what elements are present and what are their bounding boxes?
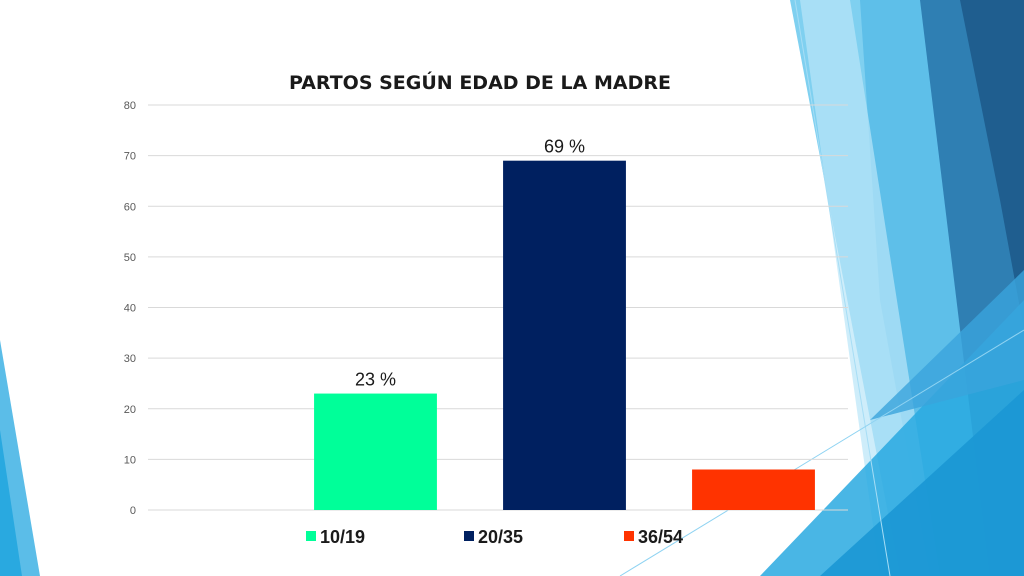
legend-swatch <box>306 531 316 541</box>
legend-item-10-19: 10/19 <box>306 527 365 547</box>
decorative-facets-right <box>619 0 1024 576</box>
data-labels: 23 % 69 % <box>355 137 585 390</box>
y-tick-label: 20 <box>124 404 136 416</box>
legend-label: 10/19 <box>320 527 365 547</box>
bar-36-54 <box>692 469 815 510</box>
y-tick-label: 0 <box>130 505 136 517</box>
legend: 10/19 20/35 36/54 <box>306 527 683 547</box>
data-label: 23 % <box>355 370 396 390</box>
y-tick-label: 40 <box>124 303 136 315</box>
chart-title: PARTOS SEGÚN EDAD DE LA MADRE <box>289 70 671 94</box>
y-tick-label: 10 <box>124 454 136 466</box>
legend-label: 20/35 <box>478 527 523 547</box>
data-label: 69 % <box>544 137 585 157</box>
bars <box>314 160 815 510</box>
y-axis-ticks: 0 10 20 30 40 50 60 70 80 <box>124 100 136 517</box>
y-tick-label: 80 <box>124 100 136 112</box>
bar-10-19 <box>314 393 437 510</box>
decorative-facets-left <box>0 340 40 576</box>
legend-label: 36/54 <box>638 527 683 547</box>
bar-20-35 <box>503 160 626 510</box>
legend-swatch <box>464 531 474 541</box>
y-tick-label: 30 <box>124 353 136 365</box>
legend-item-36-54: 36/54 <box>624 527 683 547</box>
legend-item-20-35: 20/35 <box>464 527 523 547</box>
legend-swatch <box>624 531 634 541</box>
gridlines <box>148 104 848 511</box>
y-tick-label: 50 <box>124 252 136 264</box>
y-tick-label: 60 <box>124 201 136 213</box>
y-tick-label: 70 <box>124 151 136 163</box>
